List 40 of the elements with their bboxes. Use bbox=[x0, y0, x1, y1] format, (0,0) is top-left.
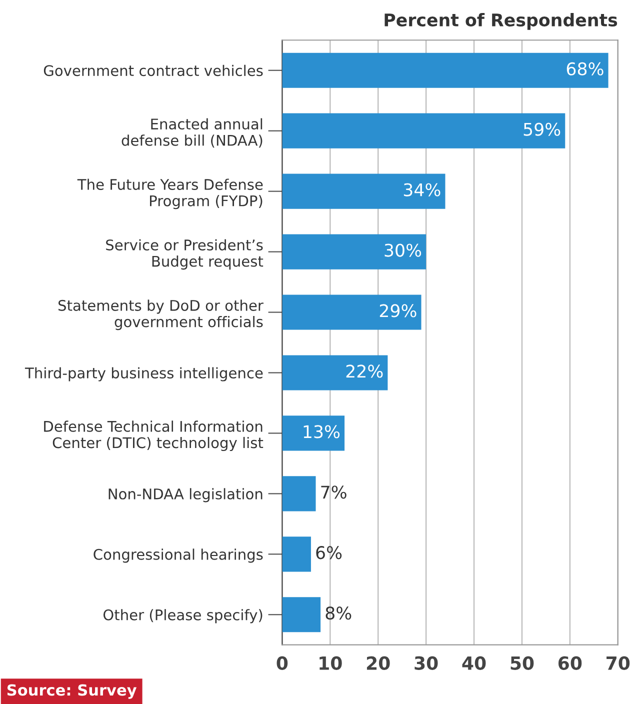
bar bbox=[282, 174, 446, 209]
data-label: 13% bbox=[304, 425, 340, 438]
x-tick-label: 60 bbox=[558, 656, 582, 670]
data-label: 34% bbox=[404, 183, 440, 196]
y-tick-label: Government contract vehicles bbox=[44, 64, 263, 76]
bar bbox=[282, 536, 311, 572]
bar bbox=[282, 355, 388, 390]
bar bbox=[282, 597, 321, 632]
x-tick-label: 30 bbox=[414, 656, 438, 670]
bar bbox=[282, 294, 422, 330]
x-tick-label: 50 bbox=[510, 656, 534, 670]
y-tick-label: The Future Years Defense Program (FYDP) bbox=[77, 178, 263, 210]
y-tick-label: Service or President’s Budget request bbox=[106, 239, 264, 270]
bar bbox=[282, 52, 608, 88]
data-label: 30% bbox=[384, 244, 422, 257]
data-label: 22% bbox=[346, 364, 383, 378]
data-label: 6% bbox=[316, 546, 342, 560]
data-label: 59% bbox=[524, 122, 560, 136]
bar bbox=[282, 113, 566, 148]
data-label: 8% bbox=[326, 606, 352, 620]
x-tick-label: 20 bbox=[366, 656, 390, 670]
y-tick-label: Non-NDAA legislation bbox=[108, 488, 262, 502]
x-tick-label: 0 bbox=[276, 656, 288, 670]
bar bbox=[282, 234, 426, 270]
x-tick-label: 40 bbox=[462, 656, 486, 670]
y-tick-label: Statements by DoD or other government officials bbox=[58, 300, 264, 330]
x-tick-label: 70 bbox=[606, 656, 630, 670]
y-tick-label: Defense Technical Information Center (DTIC) technology list bbox=[44, 420, 264, 452]
y-tick-label: Enacted annual defense bill (NDAA) bbox=[122, 118, 262, 148]
data-label: 7% bbox=[321, 486, 346, 499]
data-label: 29% bbox=[380, 304, 416, 318]
x-tick-label: 10 bbox=[320, 656, 342, 670]
source-note: Source: Survey bbox=[7, 684, 137, 699]
bar bbox=[282, 476, 316, 512]
y-tick-label: Other (Please specify) bbox=[103, 609, 262, 624]
y-tick-label: Congressional hearings bbox=[94, 548, 263, 563]
y-tick-label: Third-party business intelligence bbox=[24, 367, 263, 382]
data-label: 68% bbox=[566, 62, 604, 76]
chart-title: Percent of Respondents bbox=[384, 13, 618, 30]
bar bbox=[282, 416, 345, 451]
